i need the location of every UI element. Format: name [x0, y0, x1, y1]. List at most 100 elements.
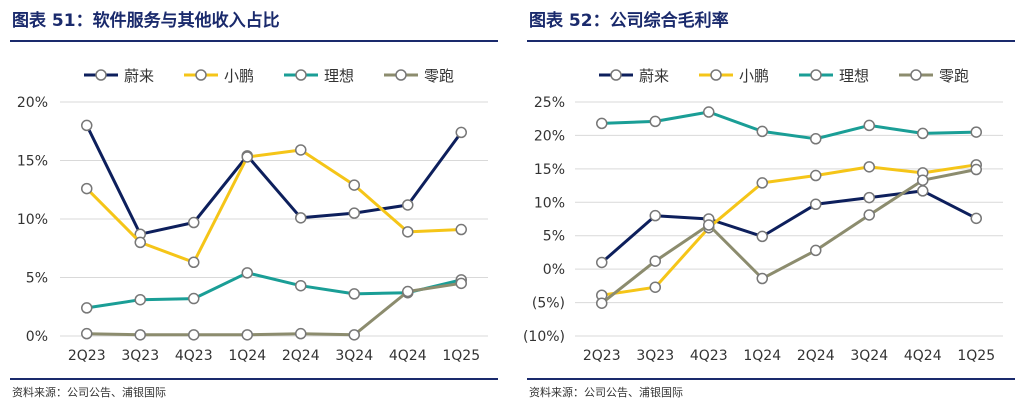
data-point: [756, 177, 768, 189]
data-point: [703, 219, 715, 231]
data-point: [455, 223, 467, 236]
data-point: [348, 179, 360, 191]
legend-label: 理想: [839, 67, 869, 85]
legend-marker: [610, 69, 622, 81]
data-point: [241, 329, 253, 341]
data-point: [402, 285, 414, 298]
x-tick-label: 3Q23: [121, 348, 159, 364]
data-point: [863, 161, 875, 173]
data-point: [348, 288, 360, 300]
source-divider: [10, 378, 498, 380]
data-point: [596, 256, 608, 269]
legend-label: 零跑: [939, 67, 969, 85]
legend-label: 零跑: [424, 67, 454, 85]
data-point: [81, 182, 93, 195]
data-point: [134, 329, 146, 341]
legend-marker: [910, 69, 922, 81]
y-tick-label: 20%: [534, 128, 565, 144]
revenue-share-chart: 0% 5% 10% 15% 20% 2Q23 3Q23 4Q23 1Q24 2Q24 3Q24 4Q2…: [17, 67, 488, 364]
data-point: [295, 212, 307, 224]
y-tick-label: 10%: [17, 212, 48, 228]
source-note: 资料来源：公司公告、浦银国际: [12, 386, 166, 399]
data-point: [295, 327, 307, 340]
data-point: [863, 209, 875, 221]
legend-label: 小鹏: [739, 67, 769, 85]
source-note: 资料来源：公司公告、浦银国际: [529, 386, 683, 399]
data-point: [810, 244, 822, 257]
x-tick-label: 4Q23: [690, 348, 728, 364]
right-panel: 图表 52：公司综合毛利率 (10%) (5%) 0% 5% 10% 15% 20% 25% 2…: [517, 0, 1017, 404]
x-tick-label: 2Q23: [583, 348, 621, 364]
x-tick-label: 2Q23: [68, 348, 106, 364]
y-tick-label: 20%: [17, 95, 48, 111]
x-tick-label: 3Q24: [335, 348, 373, 364]
data-point: [970, 212, 982, 225]
legend-label: 小鹏: [224, 67, 254, 85]
x-tick-label: 1Q25: [957, 348, 995, 364]
data-point: [756, 230, 768, 243]
data-point: [649, 255, 661, 267]
data-point: [810, 169, 822, 182]
data-point: [81, 119, 93, 132]
data-point: [348, 329, 360, 341]
legend-marker: [810, 69, 822, 81]
data-point: [756, 125, 768, 138]
data-point: [970, 126, 982, 138]
y-tick-label: 5%: [543, 229, 565, 245]
series-line: [601, 110, 977, 141]
y-tick-label: 5%: [26, 271, 48, 287]
data-point: [863, 191, 875, 204]
data-point: [596, 297, 608, 309]
y-tick-label: (5%): [532, 296, 565, 312]
y-tick-label: (10%): [523, 329, 565, 345]
x-tick-label: 4Q24: [389, 348, 427, 364]
x-tick-label: 1Q24: [743, 348, 781, 364]
source-divider: [527, 378, 1015, 380]
legend-label: 蔚来: [639, 67, 669, 85]
x-tick-label: 1Q25: [442, 348, 480, 364]
data-point: [863, 119, 875, 132]
data-point: [295, 144, 307, 156]
data-point: [917, 185, 929, 197]
x-tick-label: 1Q24: [228, 348, 266, 364]
legend-marker: [95, 69, 107, 81]
y-tick-label: 0%: [543, 262, 565, 278]
chart-title: 图表 51：软件服务与其他收入占比: [12, 11, 280, 31]
data-point: [134, 236, 146, 249]
data-point: [970, 163, 982, 176]
data-point: [917, 127, 929, 140]
data-point: [81, 302, 93, 314]
data-point: [596, 117, 608, 130]
x-tick-label: 3Q24: [850, 348, 888, 364]
data-point: [81, 327, 93, 340]
data-point: [810, 198, 822, 211]
data-point: [810, 133, 822, 145]
x-tick-label: 4Q23: [175, 348, 213, 364]
data-point: [649, 115, 661, 128]
y-tick-label: 15%: [17, 154, 48, 170]
legend-marker: [395, 69, 407, 81]
x-tick-label: 2Q24: [797, 348, 835, 364]
data-point: [188, 292, 200, 305]
data-point: [649, 209, 661, 222]
data-point: [402, 199, 414, 211]
y-tick-label: 15%: [534, 162, 565, 178]
legend-label: 蔚来: [124, 67, 154, 85]
title-divider: [10, 40, 498, 42]
y-tick-label: 0%: [26, 329, 48, 345]
series-line: [85, 148, 462, 264]
left-panel: 图表 51：软件服务与其他收入占比 0% 5% 10% 15% 20% 2Q23 3Q23 4…: [0, 0, 500, 404]
data-point: [402, 226, 414, 238]
data-point: [241, 267, 253, 279]
data-point: [917, 174, 929, 186]
legend-marker: [295, 69, 307, 81]
data-point: [241, 151, 253, 163]
data-point: [295, 279, 307, 292]
legend-marker: [710, 69, 722, 81]
data-point: [455, 277, 467, 290]
title-divider: [527, 40, 1015, 42]
data-point: [455, 126, 467, 139]
data-point: [756, 272, 768, 285]
y-tick-label: 25%: [534, 95, 565, 111]
chart-title: 图表 52：公司综合毛利率: [529, 11, 729, 31]
